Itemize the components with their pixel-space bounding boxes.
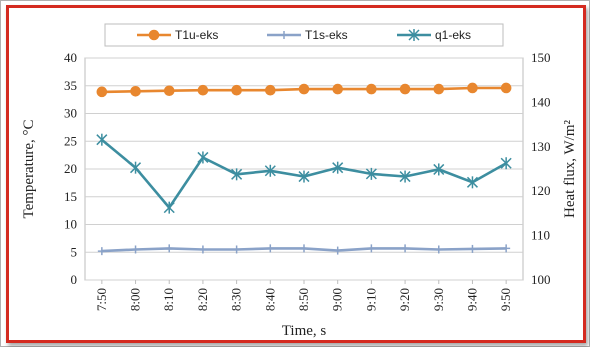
data-point — [197, 84, 209, 96]
data-point — [198, 245, 207, 254]
x-tick-label: 8:40 — [262, 288, 277, 311]
x-tick-label: 9:30 — [431, 288, 446, 311]
x-tick-label: 8:10 — [161, 288, 176, 311]
y-right-tick-label: 120 — [531, 183, 551, 198]
legend-label: q1-eks — [435, 28, 471, 42]
data-point — [502, 244, 511, 253]
y-left-tick-label: 20 — [64, 161, 77, 176]
data-point — [232, 245, 241, 254]
data-point — [401, 244, 410, 253]
series-T1s-eks — [97, 244, 511, 256]
x-tick-label: 8:30 — [229, 288, 244, 311]
y-right-tick-label: 110 — [531, 228, 550, 243]
data-point — [96, 86, 108, 98]
data-point — [466, 176, 478, 189]
x-tick-label: 9:20 — [397, 288, 412, 311]
data-point — [298, 170, 310, 183]
data-point — [333, 246, 342, 255]
y-left-tick-label: 15 — [64, 189, 77, 204]
data-point — [130, 161, 142, 174]
data-point — [231, 168, 243, 181]
x-axis-title: Time, s — [282, 323, 327, 339]
y-right-tick-label: 100 — [531, 272, 551, 287]
series-T1u-eks — [96, 82, 512, 98]
data-point — [433, 83, 445, 95]
legend-swatch-marker — [408, 29, 420, 41]
data-point — [365, 167, 377, 180]
chart-panel: 0 5 10 15 20 25 30 35 40 100 110 120 130 140 150 7:50… — [6, 5, 586, 343]
y-left-tick-label: 35 — [64, 78, 77, 93]
data-point — [468, 244, 477, 253]
y-left-tick-label: 5 — [71, 244, 78, 259]
data-point — [264, 164, 276, 177]
chart-svg: 0 5 10 15 20 25 30 35 40 100 110 120 130 140 150 7:50… — [21, 23, 578, 339]
data-point — [197, 151, 209, 164]
legend-swatch-marker — [280, 31, 288, 39]
data-point — [332, 83, 343, 95]
data-point — [399, 83, 411, 95]
y-axis-right-ticks: 100 110 120 130 140 150 — [531, 50, 551, 287]
y-left-tick-label: 40 — [64, 50, 77, 65]
x-tick-label: 9:00 — [330, 288, 345, 311]
x-tick-label: 8:00 — [128, 288, 143, 311]
x-tick-label: 7:50 — [94, 288, 109, 311]
legend: T1u-eks T1s-eks q1-eks — [104, 23, 504, 47]
data-point — [96, 133, 108, 146]
x-tick-label: 8:20 — [195, 288, 210, 311]
data-point — [131, 245, 140, 254]
y-left-tick-label: 10 — [64, 217, 77, 232]
y-axis-left-ticks: 0 5 10 15 20 25 30 35 40 — [64, 50, 77, 287]
legend-item: T1s-eks — [267, 28, 348, 42]
data-point — [266, 244, 275, 253]
y-axis-left-title: Temperature, °C — [21, 119, 37, 218]
data-point — [367, 244, 376, 253]
x-axis-ticks: 7:50 8:00 8:10 8:20 8:30 8:40 8:50 9:00 9:10 9:20… — [94, 280, 513, 311]
data-point — [130, 86, 141, 97]
data-point — [366, 83, 377, 95]
legend-label: T1u-eks — [175, 28, 218, 42]
series-q1-eks — [96, 133, 512, 214]
data-point — [265, 84, 276, 96]
data-point — [467, 82, 478, 94]
x-tick-label: 9:10 — [363, 288, 378, 311]
y-right-tick-label: 140 — [531, 94, 551, 109]
data-point — [433, 163, 445, 176]
data-point — [500, 82, 512, 94]
data-point — [165, 244, 174, 253]
data-point — [332, 161, 344, 174]
legend-box — [104, 23, 504, 47]
x-tick-label: 8:50 — [296, 288, 311, 311]
data-point — [97, 247, 106, 256]
data-point — [434, 245, 443, 254]
y-left-tick-label: 25 — [64, 133, 77, 148]
y-left-tick-label: 0 — [71, 272, 78, 287]
x-tick-label: 9:40 — [464, 288, 479, 311]
legend-label: T1s-eks — [305, 28, 348, 42]
series-layer — [96, 82, 512, 256]
data-point — [399, 170, 411, 183]
y-right-tick-label: 130 — [531, 139, 551, 154]
data-point — [231, 84, 242, 96]
data-point — [163, 201, 175, 214]
data-point — [298, 83, 310, 95]
data-point — [163, 85, 175, 97]
y-right-tick-label: 150 — [531, 50, 551, 65]
gridlines — [85, 57, 523, 281]
x-tick-label: 9:50 — [498, 288, 513, 311]
data-point — [300, 244, 308, 253]
data-point — [500, 157, 512, 170]
y-axis-right-title: Heat flux, W/m² — [562, 120, 578, 218]
y-left-tick-label: 30 — [64, 106, 77, 121]
legend-item: q1-eks — [397, 28, 471, 42]
legend-item: T1u-eks — [137, 28, 218, 42]
legend-swatch-marker — [148, 29, 160, 41]
